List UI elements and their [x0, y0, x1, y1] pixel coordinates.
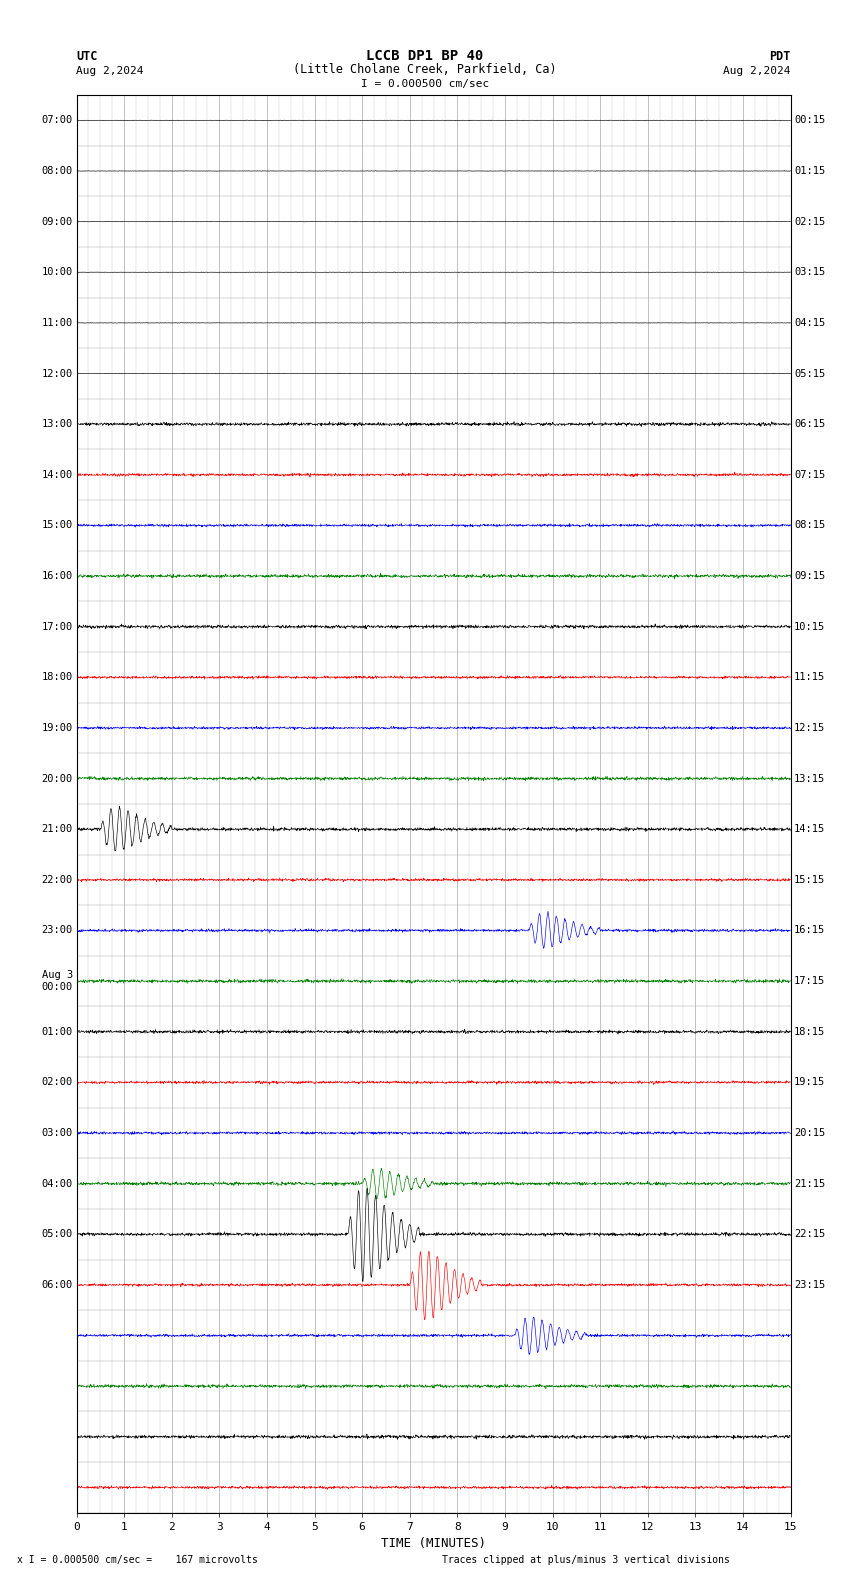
Text: 16:15: 16:15 [794, 925, 825, 936]
Text: 12:15: 12:15 [794, 722, 825, 733]
Text: 15:00: 15:00 [42, 521, 73, 531]
Text: Aug 3
00:00: Aug 3 00:00 [42, 971, 73, 992]
Text: 09:15: 09:15 [794, 572, 825, 581]
Text: 07:00: 07:00 [42, 116, 73, 125]
Text: 16:00: 16:00 [42, 572, 73, 581]
Text: 19:00: 19:00 [42, 722, 73, 733]
Text: 19:15: 19:15 [794, 1077, 825, 1087]
Text: 17:15: 17:15 [794, 976, 825, 987]
Text: 23:15: 23:15 [794, 1280, 825, 1289]
Text: 21:15: 21:15 [794, 1178, 825, 1188]
Text: 22:00: 22:00 [42, 874, 73, 885]
Text: 13:00: 13:00 [42, 420, 73, 429]
Text: 17:00: 17:00 [42, 621, 73, 632]
Text: 00:15: 00:15 [794, 116, 825, 125]
Text: 21:00: 21:00 [42, 824, 73, 835]
Text: 22:15: 22:15 [794, 1229, 825, 1239]
Text: 11:15: 11:15 [794, 672, 825, 683]
Text: 04:00: 04:00 [42, 1178, 73, 1188]
X-axis label: TIME (MINUTES): TIME (MINUTES) [381, 1538, 486, 1551]
Text: LCCB DP1 BP 40: LCCB DP1 BP 40 [366, 49, 484, 63]
Text: 08:15: 08:15 [794, 521, 825, 531]
Text: 12:00: 12:00 [42, 369, 73, 379]
Text: 03:15: 03:15 [794, 268, 825, 277]
Text: x I = 0.000500 cm/sec =    167 microvolts: x I = 0.000500 cm/sec = 167 microvolts [17, 1555, 258, 1565]
Text: 01:00: 01:00 [42, 1026, 73, 1036]
Text: Aug 2,2024: Aug 2,2024 [723, 67, 791, 76]
Text: (Little Cholane Creek, Parkfield, Ca): (Little Cholane Creek, Parkfield, Ca) [293, 63, 557, 76]
Text: 20:00: 20:00 [42, 773, 73, 784]
Text: 02:15: 02:15 [794, 217, 825, 227]
Text: 05:00: 05:00 [42, 1229, 73, 1239]
Text: 03:00: 03:00 [42, 1128, 73, 1137]
Text: 01:15: 01:15 [794, 166, 825, 176]
Text: I = 0.000500 cm/sec: I = 0.000500 cm/sec [361, 79, 489, 89]
Text: 23:00: 23:00 [42, 925, 73, 936]
Text: 14:00: 14:00 [42, 470, 73, 480]
Text: 10:00: 10:00 [42, 268, 73, 277]
Text: 08:00: 08:00 [42, 166, 73, 176]
Text: 06:15: 06:15 [794, 420, 825, 429]
Text: 15:15: 15:15 [794, 874, 825, 885]
Text: 18:00: 18:00 [42, 672, 73, 683]
Text: 13:15: 13:15 [794, 773, 825, 784]
Text: Traces clipped at plus/minus 3 vertical divisions: Traces clipped at plus/minus 3 vertical … [442, 1555, 730, 1565]
Text: 10:15: 10:15 [794, 621, 825, 632]
Text: 18:15: 18:15 [794, 1026, 825, 1036]
Text: 02:00: 02:00 [42, 1077, 73, 1087]
Text: UTC: UTC [76, 51, 98, 63]
Text: Aug 2,2024: Aug 2,2024 [76, 67, 144, 76]
Text: 05:15: 05:15 [794, 369, 825, 379]
Text: 14:15: 14:15 [794, 824, 825, 835]
Text: 04:15: 04:15 [794, 318, 825, 328]
Text: 11:00: 11:00 [42, 318, 73, 328]
Text: 20:15: 20:15 [794, 1128, 825, 1137]
Text: 06:00: 06:00 [42, 1280, 73, 1289]
Text: PDT: PDT [769, 51, 790, 63]
Text: 07:15: 07:15 [794, 470, 825, 480]
Text: 09:00: 09:00 [42, 217, 73, 227]
